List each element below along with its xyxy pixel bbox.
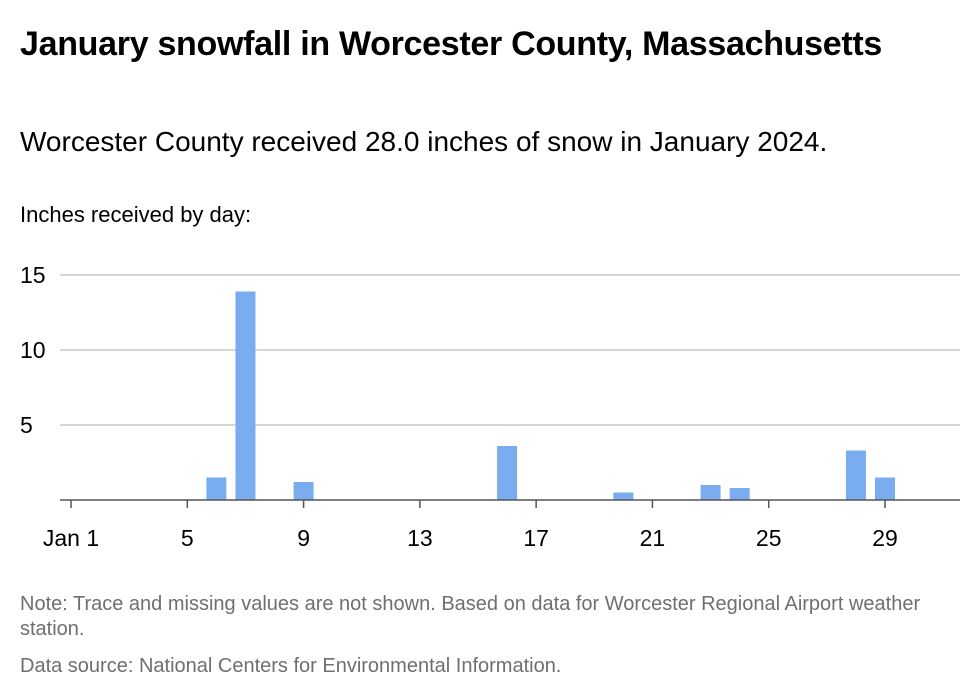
bar	[613, 492, 634, 500]
snowfall-bar-chart: Jan 1 5 9 13 17 21 25 29 5 10 15	[20, 262, 960, 551]
y-tick-label: 5	[20, 412, 33, 438]
x-axis: Jan 1 5 9 13 17 21 25 29	[43, 499, 960, 551]
chart-title: January snowfall in Worcester County, Ma…	[20, 25, 883, 63]
bar	[497, 446, 518, 500]
data-source: Data source: National Centers for Enviro…	[20, 655, 562, 677]
x-tick-label: 5	[181, 525, 194, 551]
x-tick-label: Jan 1	[43, 525, 99, 551]
y-tick-label: 10	[20, 337, 46, 363]
bar	[206, 477, 227, 500]
x-tick-label: 29	[872, 525, 898, 551]
x-tick-label: 25	[756, 525, 782, 551]
x-tick-label: 13	[407, 525, 433, 551]
bar	[700, 485, 721, 500]
gridlines	[60, 274, 960, 426]
bar	[293, 482, 314, 500]
bar	[729, 488, 750, 500]
y-tick-label: 15	[20, 262, 46, 288]
bar	[874, 477, 895, 500]
footnote: Note: Trace and missing values are not s…	[20, 593, 921, 640]
bar	[235, 291, 256, 500]
bars	[206, 291, 895, 500]
x-tick-label: 21	[640, 525, 666, 551]
x-tick-label: 17	[523, 525, 549, 551]
bar	[845, 450, 866, 500]
y-axis-caption: Inches received by day:	[20, 202, 252, 227]
x-tick-label: 9	[297, 525, 310, 551]
y-axis: 5 10 15	[20, 262, 46, 438]
chart-subtitle: Worcester County received 28.0 inches of…	[20, 126, 828, 157]
